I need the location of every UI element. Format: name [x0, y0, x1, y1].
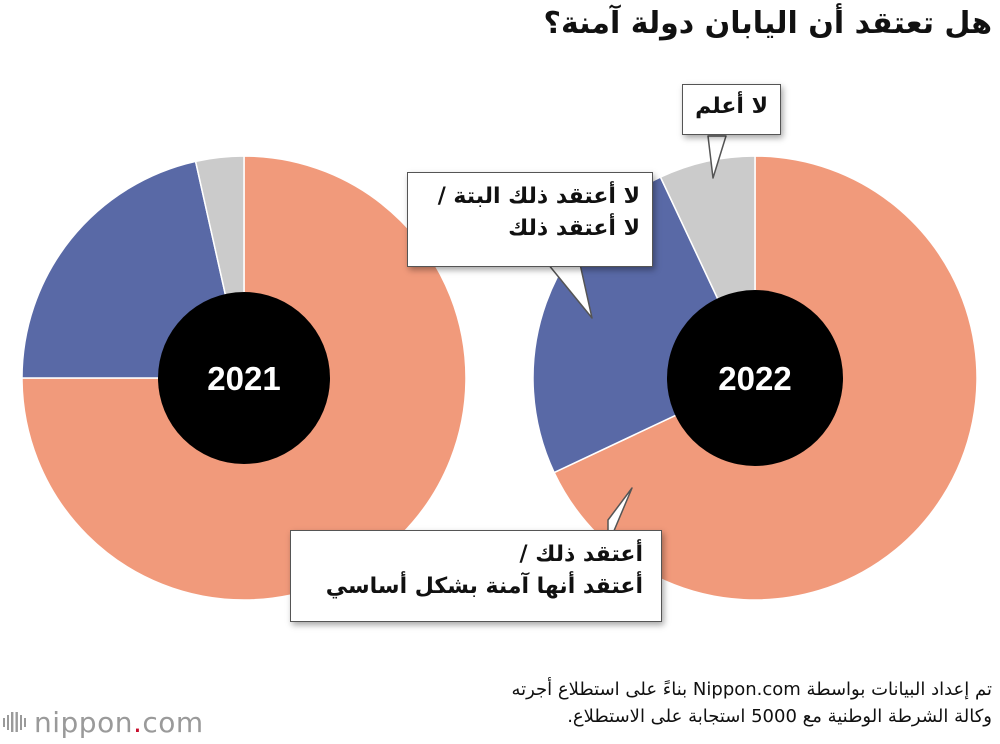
year-label-2022: 2022	[718, 360, 791, 397]
callout-think-label-2: أعتقد أنها آمنة بشكل أساسي	[325, 573, 643, 599]
nippon-logo-text: nippon.com	[34, 705, 204, 739]
callout-dont-know: لا أعلم	[682, 84, 781, 135]
callout-dont-think-label-2: لا أعتقد ذلك	[508, 215, 640, 241]
chart-title: هل تعتقد أن اليابان دولة آمنة؟	[543, 6, 992, 41]
nippon-logo: nippon.com	[2, 702, 204, 742]
year-label-2021: 2021	[207, 360, 280, 397]
pie-2021: 2021	[21, 155, 467, 601]
center-hole-2022	[667, 290, 843, 466]
pie-2022: 2022	[532, 155, 978, 601]
callout-think-label-1: أعتقد ذلك /	[519, 542, 643, 567]
callout-tails	[547, 135, 727, 546]
source-line-1: تم إعداد البيانات بواسطة Nippon.com بناء…	[511, 679, 992, 700]
tail-dont-know	[707, 135, 727, 179]
source-note: تم إعداد البيانات بواسطة Nippon.com بناء…	[292, 676, 992, 730]
callout-dont-think: لا أعتقد ذلك البتة / لا أعتقد ذلك	[407, 172, 653, 267]
center-hole-2021	[158, 292, 330, 464]
nippon-logo-bars-icon	[3, 712, 26, 732]
callout-think: أعتقد ذلك / أعتقد أنها آمنة بشكل أساسي	[290, 530, 662, 622]
callout-dont-think-label-1: لا أعتقد ذلك البتة /	[437, 184, 640, 209]
callout-dont-know-label: لا أعلم	[695, 94, 768, 119]
source-line-2: وكالة الشرطة الوطنية مع 5000 استجابة على…	[567, 706, 992, 727]
